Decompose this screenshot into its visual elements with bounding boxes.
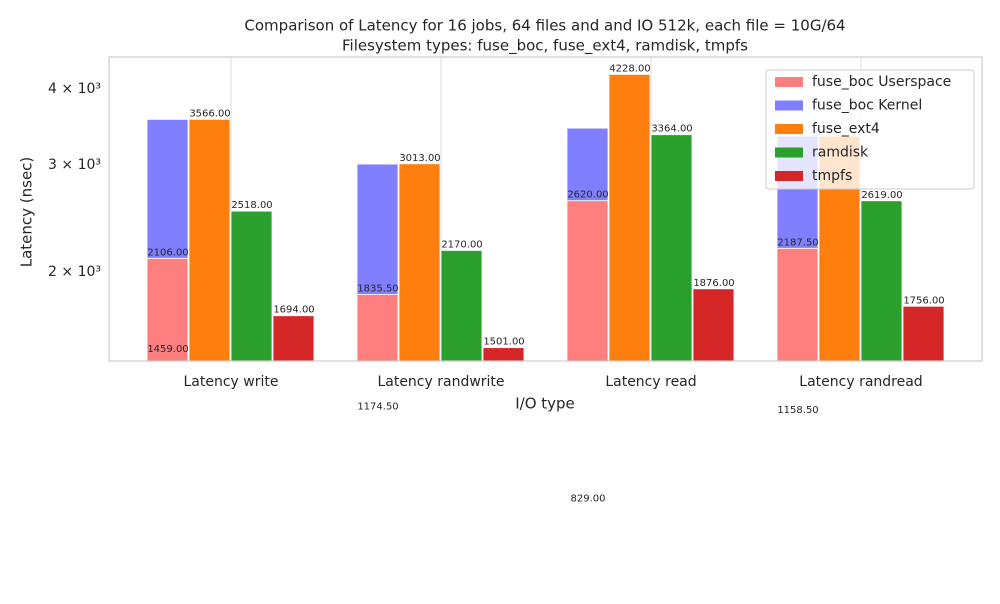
bar (146, 257, 189, 362)
plot-frame (108, 56, 983, 362)
bar (272, 315, 315, 362)
legend-label: ramdisk (812, 145, 869, 161)
value-label: 1501.00 (483, 337, 524, 348)
legend-box (765, 69, 975, 190)
value-label: 1459.00 (147, 344, 188, 355)
label-layer: 2 × 10³ 3 × 10³ 4 × 10³ Latency write 2106.0… (48, 63, 945, 504)
legend-swatch (775, 171, 803, 181)
bar (650, 134, 693, 362)
value-label: 2620.00 (567, 190, 608, 201)
y-tick-label: 3 × 10³ (48, 157, 101, 173)
x-tick-label: Latency randread (799, 374, 922, 390)
value-label: 1835.50 (357, 284, 398, 295)
value-label: 2619.00 (861, 190, 902, 201)
value-label: 1876.00 (693, 278, 734, 289)
value-label: 829.00 (571, 493, 606, 504)
bar (566, 200, 609, 362)
x-tick-label: Latency write (184, 374, 279, 390)
bar (356, 294, 399, 362)
bar-layer (146, 73, 945, 362)
legend-label: fuse_boc Kernel (812, 98, 922, 114)
bar (188, 118, 231, 362)
bar (902, 305, 945, 362)
legend-swatch (775, 147, 803, 158)
bar (776, 247, 819, 362)
x-tick-label: Latency read (605, 374, 696, 390)
chart-subtitle: Filesystem types: fuse_boc, fuse_ext4, r… (342, 37, 748, 56)
legend-swatch (775, 77, 803, 87)
x-axis-label: I/O type (515, 395, 575, 413)
y-axis-label: Latency (nsec) (18, 157, 36, 268)
bar (692, 288, 735, 362)
bar (230, 210, 273, 362)
bar (398, 163, 441, 362)
bar (356, 163, 399, 295)
value-label: 4228.00 (609, 63, 650, 74)
value-label: 1174.50 (357, 401, 398, 412)
legend-swatch (775, 124, 803, 134)
bar (482, 347, 525, 362)
value-label: 1756.00 (903, 295, 944, 306)
value-label: 2106.00 (147, 247, 188, 258)
value-label: 2518.00 (231, 200, 272, 211)
y-tick-label: 4 × 10³ (48, 81, 101, 97)
value-label: 3566.00 (189, 108, 230, 119)
x-tick-label: Latency randwrite (377, 374, 504, 390)
value-label: 1694.00 (273, 305, 314, 316)
chart-title: Comparison of Latency for 16 jobs, 64 fi… (244, 17, 845, 35)
bar (440, 249, 483, 362)
bar (860, 200, 903, 362)
value-label: 1158.50 (777, 405, 818, 416)
bar (566, 127, 609, 202)
y-tick-label: 2 × 10³ (48, 264, 101, 280)
legend: fuse_boc Userspace fuse_boc Kernel fuse_ex… (765, 69, 975, 190)
value-label: 3364.00 (651, 124, 692, 135)
value-label: 2170.00 (441, 239, 482, 250)
bar (608, 73, 651, 362)
bar (146, 118, 189, 259)
legend-label: tmpfs (812, 168, 852, 184)
value-label: 3013.00 (399, 153, 440, 164)
legend-label: fuse_ext4 (812, 121, 880, 137)
legend-swatch (775, 100, 803, 111)
value-label: 2187.50 (777, 237, 818, 248)
legend-label: fuse_boc Userspace (812, 74, 951, 90)
